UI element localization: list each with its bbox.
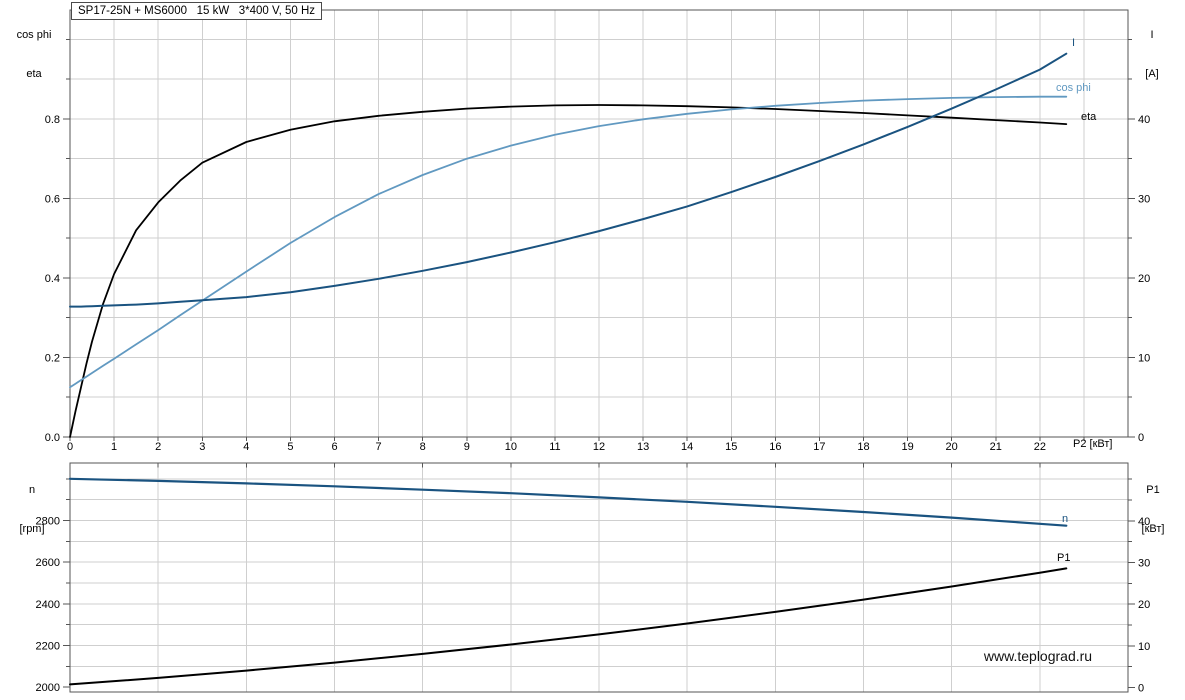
right-tick-label: 40 [1138, 114, 1150, 126]
eta-curve-label: eta [1081, 111, 1097, 123]
right-tick-label: 0 [1138, 432, 1144, 444]
current-curve-label: I [1072, 37, 1076, 49]
p1-curve [69, 567, 1068, 686]
eta-curve [69, 104, 1068, 438]
x-tick-label: 6 [331, 441, 337, 453]
x-tick-label: 4 [243, 441, 249, 453]
n-curve [68, 477, 1068, 527]
x-tick-label: 21 [990, 441, 1002, 453]
x-tick-label: 15 [725, 441, 737, 453]
right-tick-label: 10 [1138, 352, 1150, 364]
left-tick-label: 2000 [36, 682, 60, 694]
x-tick-label: 16 [769, 441, 781, 453]
eta-axis-label: eta [26, 68, 42, 80]
right-tick-label: 20 [1138, 273, 1150, 285]
x-tick-label: 5 [287, 441, 293, 453]
right-tick-label: 10 [1138, 641, 1150, 653]
x-tick-label: 12 [593, 441, 605, 453]
left-tick-label: 0.6 [45, 193, 60, 205]
current-axis-label: I [1150, 29, 1154, 41]
p1-axis-unit: [кВт] [1141, 523, 1165, 535]
left-tick-label: 2400 [36, 599, 60, 611]
x-tick-label: 2 [155, 441, 161, 453]
x-tick-label: 7 [376, 441, 382, 453]
left-tick-label: 0.0 [45, 432, 60, 444]
current-curve [69, 52, 1068, 308]
x-tick-label: 18 [857, 441, 869, 453]
left-tick-label: 2200 [36, 641, 60, 653]
x-tick-label: 14 [681, 441, 693, 453]
x-axis-title: P2 [кВт] [1073, 438, 1113, 450]
x-tick-label: 11 [549, 441, 560, 453]
left-tick-label: 0.4 [45, 273, 60, 285]
right-tick-label: 40 [1138, 516, 1150, 528]
chart-title-box: SP17-25N + MS6000 15 kW 3*400 V, 50 Hz [71, 2, 323, 20]
x-tick-label: 20 [946, 441, 958, 453]
cos-phi-curve [69, 95, 1068, 389]
top-right-axis-title: I [A] [1133, 3, 1171, 107]
bottom-left-axis-title: n [rpm] [3, 458, 61, 562]
left-tick-label: 0.2 [45, 352, 60, 364]
current-axis-unit: [A] [1145, 68, 1159, 80]
x-tick-label: 1 [111, 441, 117, 453]
bottom-right-axis-title: P1 [кВт] [1129, 458, 1177, 562]
speed-curve-label: n [1062, 513, 1069, 525]
speed-axis-label: n [28, 484, 36, 496]
x-tick-label: 10 [505, 441, 517, 453]
x-tick-label: 3 [199, 441, 205, 453]
left-tick-label: 2800 [36, 516, 60, 528]
top-left-axis-title: cos phi eta [7, 3, 61, 107]
left-tick-label: 2600 [36, 557, 60, 569]
left-tick-label: 0.8 [45, 114, 60, 126]
x-tick-label: 13 [637, 441, 649, 453]
x-tick-label: 17 [813, 441, 825, 453]
right-tick-label: 20 [1138, 599, 1150, 611]
p1-axis-label: P1 [1146, 484, 1160, 496]
cos-phi-axis-label: cos phi [16, 29, 52, 41]
right-tick-label: 0 [1138, 682, 1144, 694]
right-tick-label: 30 [1138, 558, 1150, 570]
x-tick-label: 19 [901, 441, 913, 453]
x-tick-label: 9 [464, 441, 470, 453]
p1-curve-label: P1 [1057, 552, 1071, 564]
x-tick-label: 0 [67, 441, 73, 453]
cos-phi-curve-label: cos phi [1056, 82, 1091, 94]
right-tick-label: 30 [1138, 193, 1150, 205]
watermark: www.teplograd.ru [983, 648, 1093, 664]
x-tick-label: 8 [420, 441, 426, 453]
speed-axis-unit: [rpm] [19, 523, 45, 535]
x-tick-label: 22 [1034, 441, 1046, 453]
